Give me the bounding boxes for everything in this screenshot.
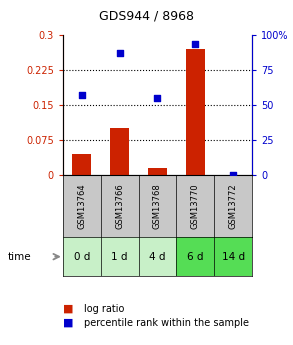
Text: 6 d: 6 d: [187, 252, 204, 262]
Bar: [148, 168, 167, 175]
Point: [117, 50, 122, 56]
Bar: [186, 49, 205, 175]
Text: time: time: [7, 252, 31, 262]
Text: GSM13772: GSM13772: [229, 183, 238, 229]
Bar: [176, 175, 214, 237]
Bar: [214, 237, 252, 276]
Text: 1 d: 1 d: [111, 252, 128, 262]
Text: GSM13764: GSM13764: [77, 183, 86, 229]
Text: 0 d: 0 d: [74, 252, 90, 262]
Text: ■: ■: [63, 304, 74, 314]
Point: [231, 172, 235, 177]
Point: [79, 92, 84, 98]
Bar: [63, 175, 101, 237]
Bar: [214, 175, 252, 237]
Text: GSM13766: GSM13766: [115, 183, 124, 229]
Bar: [101, 175, 139, 237]
Text: GDS944 / 8968: GDS944 / 8968: [99, 9, 194, 22]
Text: percentile rank within the sample: percentile rank within the sample: [84, 318, 248, 327]
Bar: [63, 237, 101, 276]
Text: 14 d: 14 d: [222, 252, 245, 262]
Text: ■: ■: [63, 318, 74, 327]
Bar: [101, 237, 139, 276]
Bar: [110, 128, 129, 175]
Bar: [139, 237, 176, 276]
Text: 4 d: 4 d: [149, 252, 166, 262]
Bar: [72, 154, 91, 175]
Text: GSM13770: GSM13770: [191, 183, 200, 229]
Bar: [176, 237, 214, 276]
Text: GSM13768: GSM13768: [153, 183, 162, 229]
Point: [155, 95, 160, 100]
Text: log ratio: log ratio: [84, 304, 124, 314]
Bar: [139, 175, 176, 237]
Point: [193, 41, 197, 47]
